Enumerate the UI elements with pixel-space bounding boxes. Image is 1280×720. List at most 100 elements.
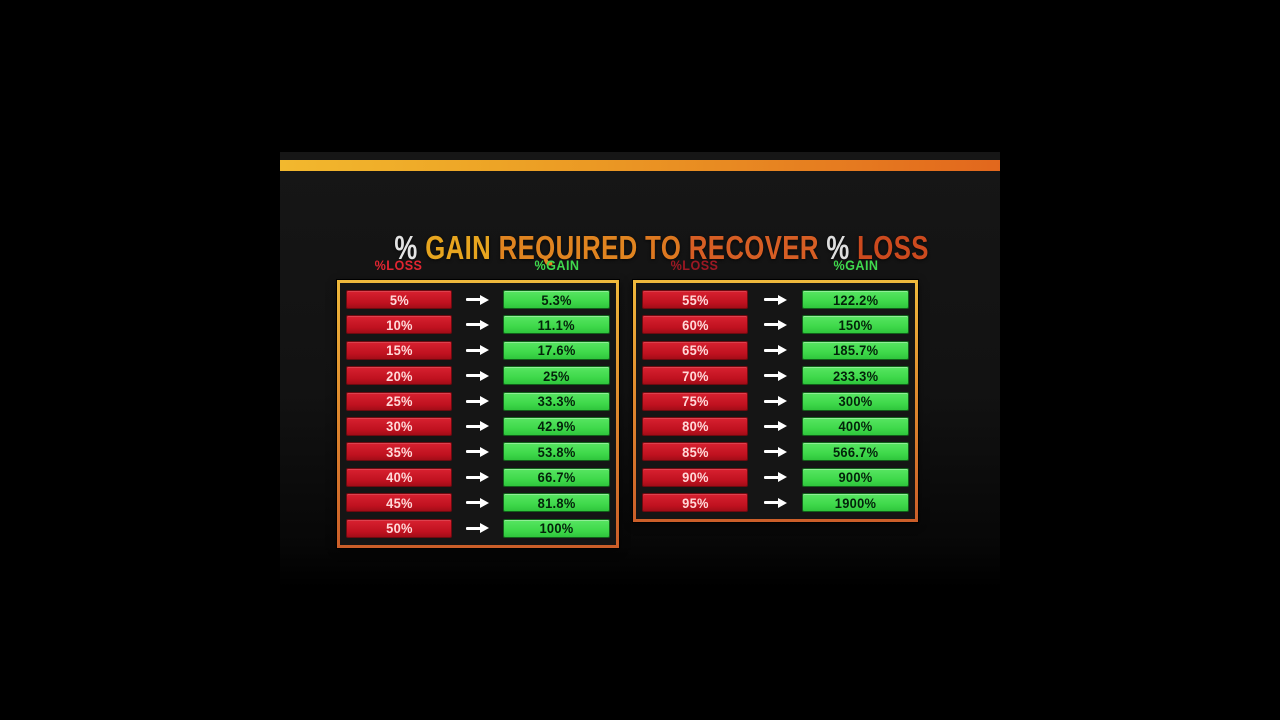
arrow-shaft — [763, 399, 779, 403]
loss-value: 20% — [385, 367, 413, 384]
table-1-header-row: %LOSS %GAIN — [337, 257, 619, 273]
arrow-icon — [748, 421, 802, 432]
gain-value: 17.6% — [537, 342, 576, 359]
loss-cell: 75% — [642, 391, 748, 411]
table-row: 70% 233.3% — [642, 366, 909, 386]
loss-value: 95% — [681, 494, 709, 511]
loss-value: 60% — [681, 316, 709, 333]
arrow-shaft — [763, 450, 779, 454]
loss-cell: 50% — [346, 518, 452, 538]
page-title: % GAIN REQUIRED TO RECOVER % LOSS — [280, 194, 1000, 302]
table-row: 40% 66.7% — [346, 467, 610, 487]
arrow-icon — [748, 446, 802, 457]
loss-cell: 60% — [642, 315, 748, 335]
arrow-shaft — [763, 475, 779, 479]
loss-gain-table-2: %LOSS %GAIN 55% 122.2% 60% 150% 65% 185.7% 70%… — [633, 257, 918, 523]
title-word: LOSS — [856, 229, 929, 266]
arrow-icon — [452, 523, 503, 534]
title-word: REQUIRED — [498, 229, 645, 266]
arrow-head — [480, 294, 489, 305]
table-row: 20% 25% — [346, 366, 610, 386]
table-row: 75% 300% — [642, 391, 909, 411]
arrow-icon — [748, 497, 802, 508]
arrow-shaft — [763, 298, 779, 301]
loss-cell: 90% — [642, 467, 748, 487]
gain-value: 81.8% — [537, 494, 576, 511]
arrow-shaft — [763, 424, 779, 428]
gain-value: 233.3% — [832, 367, 879, 384]
gain-value: 33.3% — [537, 393, 576, 410]
arrow-head — [777, 370, 787, 381]
arrow-shaft — [466, 501, 481, 505]
arrow-shaft — [466, 526, 481, 530]
table-row: 90% 900% — [642, 467, 909, 487]
arrow-head — [480, 345, 489, 356]
loss-cell: 65% — [642, 340, 748, 360]
gain-cell: 900% — [802, 467, 909, 487]
loss-cell: 95% — [642, 493, 748, 513]
loss-value: 45% — [385, 494, 413, 511]
arrow-icon — [452, 446, 503, 457]
arrow-icon — [452, 421, 503, 432]
gain-cell: 33.3% — [503, 391, 610, 411]
gain-cell: 100% — [503, 518, 610, 538]
arrow-icon — [748, 472, 802, 483]
arrow-icon — [452, 396, 503, 407]
arrow-icon — [452, 294, 503, 305]
loss-cell: 40% — [346, 467, 452, 487]
loss-cell: 20% — [346, 366, 452, 386]
loss-cell: 35% — [346, 442, 452, 462]
loss-value: 10% — [385, 316, 413, 333]
gain-cell: 150% — [802, 315, 909, 335]
loss-value: 90% — [681, 469, 709, 486]
table-row: 5% 5.3% — [346, 290, 610, 309]
loss-value: 65% — [681, 342, 709, 359]
arrow-head — [777, 497, 787, 508]
gain-value: 53.8% — [537, 443, 576, 460]
gain-value: 150% — [838, 316, 873, 333]
table-row: 45% 81.8% — [346, 493, 610, 513]
arrow-head — [480, 370, 489, 381]
gain-cell: 566.7% — [802, 442, 909, 462]
gain-value: 100% — [539, 520, 574, 537]
arrow-head — [777, 396, 787, 407]
arrow-icon — [452, 497, 503, 508]
title-word: GAIN — [424, 229, 499, 266]
arrow-head — [777, 345, 787, 356]
gain-value: 42.9% — [537, 418, 576, 435]
table-1-body: 5% 5.3% 10% 11.1% 15% 17.6% 20% 25% 25% 33.3% 30% 4… — [340, 283, 616, 545]
gain-value: 900% — [838, 469, 873, 486]
arrow-icon — [748, 396, 802, 407]
gain-cell: 400% — [802, 416, 909, 436]
loss-value: 35% — [385, 443, 413, 460]
arrow-head — [480, 523, 489, 534]
arrow-icon — [748, 370, 802, 381]
table-2-frame: 55% 122.2% 60% 150% 65% 185.7% 70% 233.3% 75% 300… — [633, 280, 918, 523]
gain-value: 122.2% — [832, 291, 879, 308]
table-row: 85% 566.7% — [642, 442, 909, 462]
arrow-shaft — [763, 501, 779, 505]
arrow-icon — [452, 370, 503, 381]
arrow-shaft — [466, 424, 481, 428]
gain-cell: 81.8% — [503, 493, 610, 513]
table-row: 15% 17.6% — [346, 340, 610, 360]
table-row: 30% 42.9% — [346, 416, 610, 436]
gain-cell: 233.3% — [802, 366, 909, 386]
arrow-shaft — [466, 374, 481, 378]
gain-value: 400% — [838, 418, 873, 435]
gain-value: 11.1% — [537, 316, 576, 333]
loss-cell: 5% — [346, 290, 452, 309]
arrow-head — [777, 319, 787, 330]
loss-value: 80% — [681, 418, 709, 435]
gain-cell: 25% — [503, 366, 610, 386]
loss-cell: 10% — [346, 315, 452, 335]
gain-value: 300% — [838, 393, 873, 410]
gain-cell: 5.3% — [503, 290, 610, 309]
loss-value: 30% — [385, 418, 413, 435]
loss-cell: 70% — [642, 366, 748, 386]
loss-cell: 15% — [346, 340, 452, 360]
gain-value: 566.7% — [832, 443, 879, 460]
title-word: TO — [644, 229, 689, 266]
page-title-text: % GAIN REQUIRED TO RECOVER % LOSS — [394, 230, 928, 266]
arrow-head — [480, 497, 489, 508]
